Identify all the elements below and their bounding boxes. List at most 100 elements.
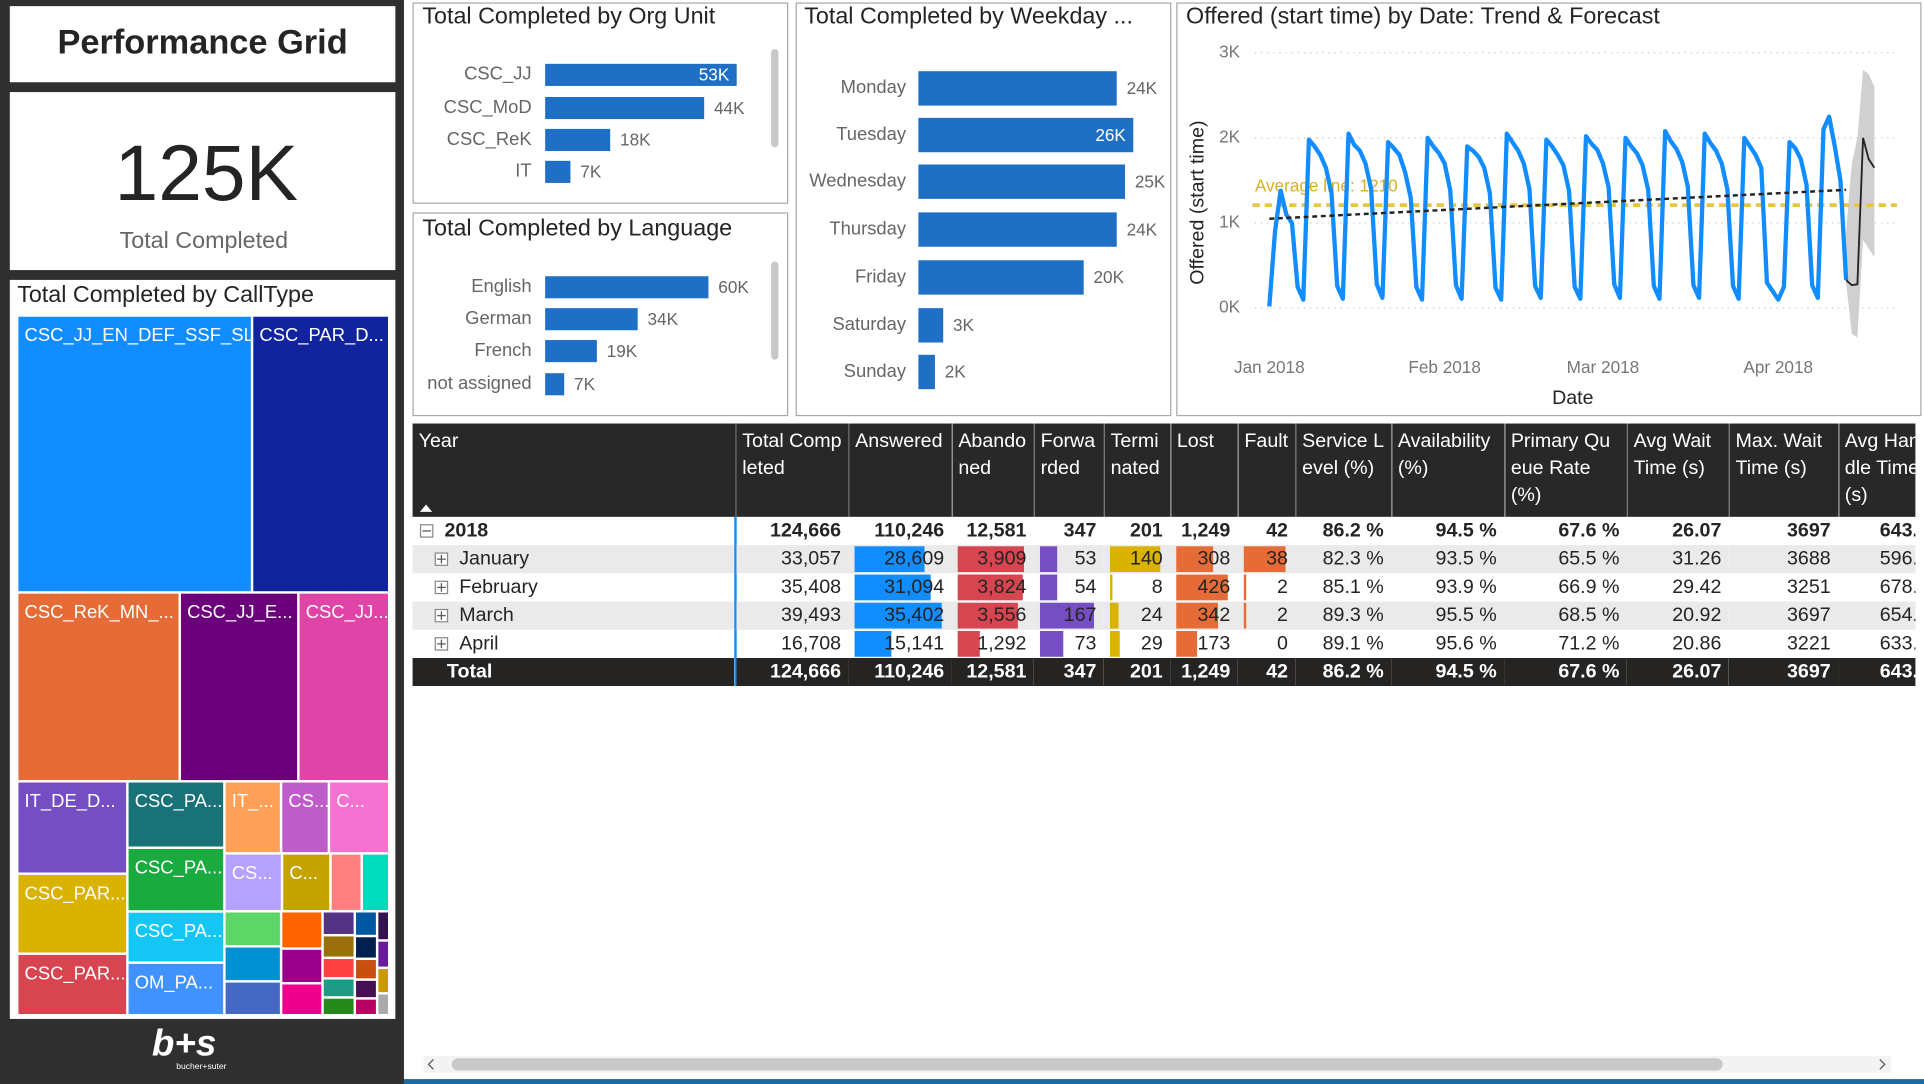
tile-label: CSC_PAR_D... [259,324,383,346]
data-bar [1109,631,1121,657]
cell-text: 633.7 [1879,633,1916,655]
header-text: Avg Handle Time (s) [1844,430,1916,506]
cell: 140 [1103,545,1171,574]
scrollbar[interactable] [771,49,779,148]
data-label: 25K [1135,171,1166,191]
scroll-right[interactable] [1879,1059,1886,1070]
cell-text: 347 [1063,661,1097,683]
cell: 0 [1238,630,1296,658]
cell-text: 0 [1277,633,1288,655]
cell: 3,556 [951,601,1034,630]
bottom-strip [403,1079,1924,1084]
kpi-card [9,92,396,271]
series-line [1267,114,1849,307]
month-row: March 39,493 35,402 3,556 167 24 342 2 89.3 % 95.… [412,601,1916,630]
treemap-tile [225,782,280,853]
header-text: Availability (%) [1397,430,1491,479]
cell: 67.6 % [1504,658,1627,687]
cell: 93.9 % [1391,573,1504,601]
header-text: Terminated [1110,430,1160,479]
cell-text: 596.6 [1879,548,1916,570]
data-bar [1176,546,1214,573]
cell: 89.3 % [1295,601,1392,630]
tile-label: CS... [288,790,329,811]
cell: 201 [1104,517,1170,545]
cell: 42 [1238,517,1296,545]
data-label: 20K [1094,267,1125,287]
bar [918,354,935,390]
cell-text: 643.3 [1879,520,1916,542]
column-header: Availability (%) [1390,423,1505,517]
column-header: Primary Queue Rate (%) [1503,423,1627,517]
h-scroll-thumb[interactable] [451,1058,1723,1071]
cell: 167 [1033,601,1104,630]
scroll-left[interactable] [427,1059,434,1070]
cell: 33,057 [734,545,849,574]
column-header: Avg Handle Time (s) [1837,423,1916,517]
cell: 86.2 % [1295,658,1392,687]
treemap-tile [18,874,127,953]
tile-label: CSC_JJ... [306,601,389,623]
cell: 26.07 [1627,517,1729,545]
cell-text: 95.5 % [1435,605,1497,627]
tile-label: IT_... [232,790,274,812]
cell: 94.5 % [1391,658,1505,687]
cell-text: 1,249 [1181,520,1231,542]
cell: 201 [1103,658,1171,687]
treemap-tile [18,593,179,781]
treemap-tile [18,782,127,873]
cell-text: 31,094 [884,576,945,598]
treemap-tile [330,782,388,853]
x-axis-title: Date [1552,387,1594,409]
cell-text: 39,493 [780,605,842,627]
chart-title: Total Completed by Org Unit [422,2,715,28]
data-label: 24K [1127,78,1158,98]
tile-label: OM_PA... [135,971,213,993]
data-label: 53K [699,65,730,85]
cell-text: 86.2 % [1322,661,1384,683]
cell-text: 73 [1074,633,1097,655]
panel-weekday [795,2,1172,417]
treemap-tile [282,949,322,983]
cell-text: 15,141 [884,633,945,655]
cell-text: April [459,633,499,655]
bar [545,96,705,120]
cell-text: 678.3 [1879,576,1916,598]
tile-label: CSC_ReK_MN_... [25,601,174,623]
report-title: Performance Grid [57,23,347,61]
cell-text: 3221 [1786,633,1831,655]
cell: 28,609 [848,545,952,574]
data-bar [1109,546,1161,573]
category-label: IT [515,160,531,181]
header-text: Max. Wait Time (s) [1735,430,1823,479]
bar [545,308,638,331]
trend-line [1269,188,1847,220]
panel-trend [1176,2,1922,417]
cell-text: 3251 [1786,576,1831,598]
treemap-tile [323,959,354,978]
cell-text: 42 [1266,520,1288,542]
cell-text: 82.3 % [1322,548,1384,570]
cell-text: 29 [1140,633,1163,655]
treemap-tile [356,960,376,979]
year-row: 2018 124,666 110,246 12,581 347 201 1,249 42 86.… [413,516,1916,546]
cell-text: 66.9 % [1558,576,1620,598]
treemap-tile [128,912,224,962]
cell: 110,246 [848,658,952,687]
scrollbar[interactable] [771,261,779,360]
cell-text: 71.2 % [1558,633,1620,655]
cell: 1,249 [1170,517,1238,545]
cell-text: 35,402 [884,605,945,627]
forecast-line [1845,137,1876,287]
category-label: CSC_ReK [447,128,533,150]
header-text: Service Level (%) [1302,430,1385,479]
bar [918,308,944,343]
column-header: Abandoned [950,423,1034,517]
cell-text: 3,824 [977,576,1027,598]
treemap-tile [323,912,354,934]
cell-text: 8 [1151,576,1163,598]
cell: 347 [1034,517,1104,545]
cell: 53 [1033,545,1104,574]
tile-label: C... [289,862,318,883]
